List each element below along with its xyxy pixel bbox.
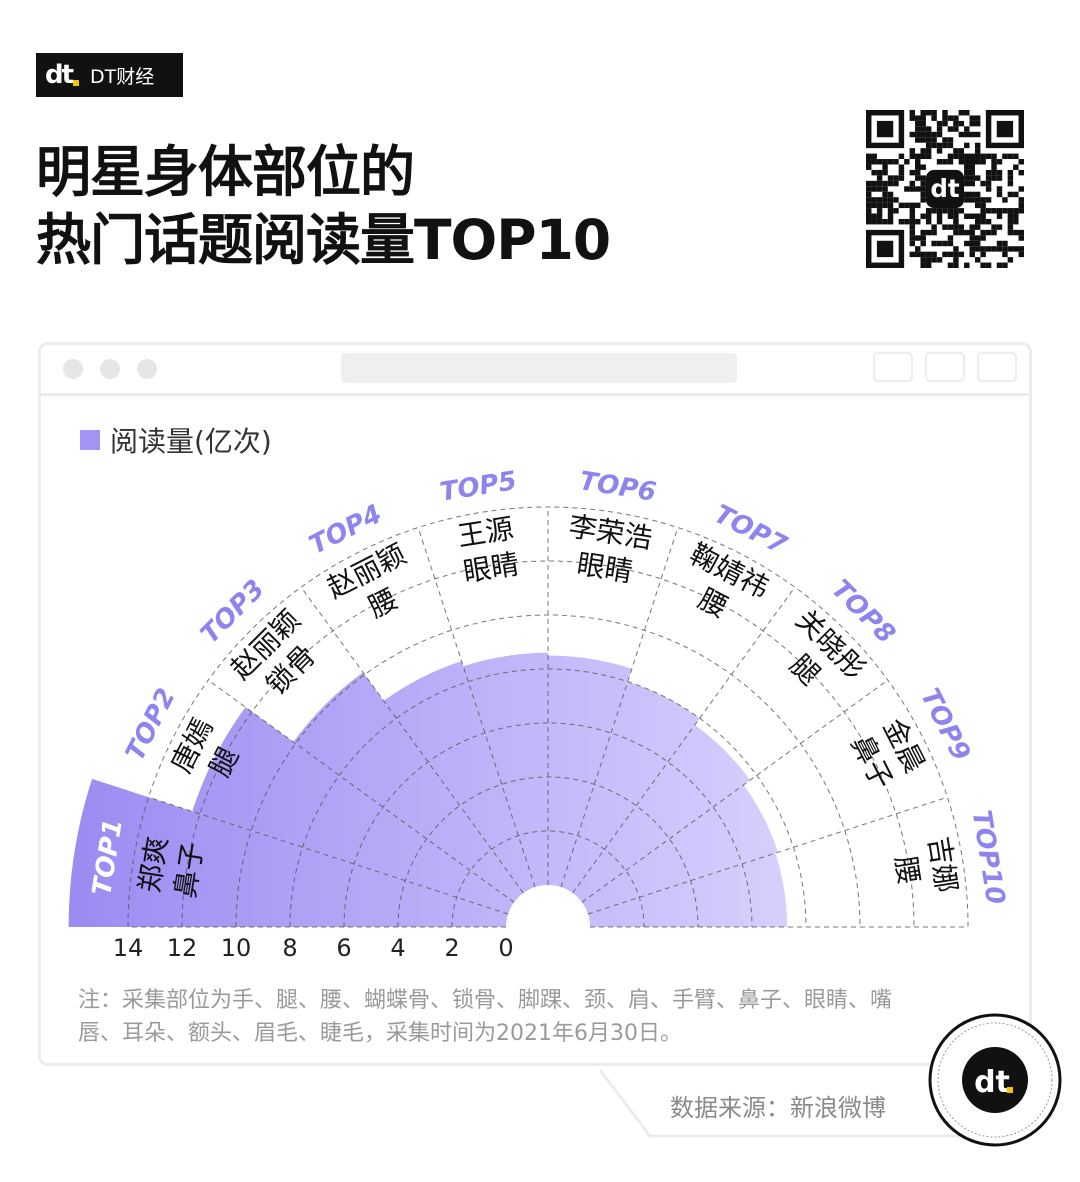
page-title: 明星身体部位的 热门话题阅读量TOP10: [36, 138, 611, 274]
grid-spoke: [572, 586, 796, 894]
bar-top3: [293, 672, 524, 903]
window-titlebar: [41, 345, 1029, 396]
radial-tick-label: 8: [282, 934, 297, 962]
radial-tick-label: 10: [221, 934, 252, 962]
record-icon: [873, 352, 913, 382]
bar-top8: [572, 724, 751, 903]
bar-top4: [383, 661, 536, 894]
bar-top1: [68, 778, 509, 927]
bar-top9: [581, 784, 778, 915]
minimize-icon: [100, 359, 120, 379]
logo-dot: [73, 80, 80, 86]
logo-circle: [962, 1047, 1028, 1113]
grid-spoke: [581, 679, 889, 903]
grid-spoke: [300, 586, 524, 894]
bar-top2: [192, 707, 515, 915]
radial-tick-label: 14: [113, 934, 144, 962]
legend-swatch: [80, 430, 100, 450]
brand-badge: dt DT财经: [36, 53, 183, 97]
grid-spoke: [560, 527, 679, 888]
maximize-icon: [137, 359, 157, 379]
grid-spoke: [417, 527, 536, 888]
grid-spoke: [207, 679, 515, 903]
close-icon: [63, 359, 83, 379]
grid-ring: [289, 668, 807, 928]
data-source: 数据来源：新浪微博: [670, 1094, 886, 1122]
bar-top7: [560, 681, 700, 894]
bar-top6: [548, 655, 632, 888]
grid-ring: [343, 722, 753, 928]
radial-tick-label: 6: [336, 934, 351, 962]
grid-spoke: [587, 796, 948, 915]
radial-tick-label: 4: [390, 934, 405, 962]
grid-ring: [235, 614, 861, 928]
footnote: 注：采集部位为手、腿、腰、蝴蝶骨、锁骨、脚踝、颈、肩、手臂、鼻子、眼睛、嘴唇、耳…: [78, 988, 893, 1046]
title-line-1: 明星身体部位的: [36, 140, 415, 204]
window-copy-icon: [977, 352, 1017, 382]
bar-top10: [587, 853, 788, 927]
chart-legend: 阅读量(亿次): [80, 420, 272, 460]
browser-window-frame: [38, 342, 1032, 1066]
radial-tick-label: 0: [498, 934, 513, 962]
qr-code: dt: [866, 110, 1024, 268]
legend-label: 阅读量(亿次): [110, 425, 272, 458]
radial-tick-label: 12: [167, 934, 198, 962]
bar-top5: [463, 652, 548, 888]
share-icon: [925, 352, 965, 382]
grid-ring: [127, 506, 969, 928]
logo-mark: dt: [974, 1065, 1010, 1100]
svg-text:dt: dt: [930, 174, 960, 203]
brand-logo-text: dt: [45, 60, 74, 90]
grid-ring: [397, 776, 699, 928]
brand-name: DT财经: [90, 65, 155, 88]
grid-ring: [451, 830, 645, 928]
body-part-label: 腰: [889, 854, 926, 887]
address-bar: [341, 353, 737, 383]
radial-tick-label: 2: [444, 934, 459, 962]
title-line-2: 热门话题阅读量TOP10: [36, 208, 611, 272]
grid-ring: [181, 560, 915, 928]
brand-logo: dt: [45, 60, 80, 90]
grid-spoke: [148, 796, 509, 915]
